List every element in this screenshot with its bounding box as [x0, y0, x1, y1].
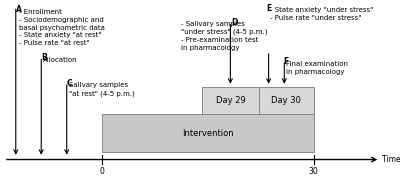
Text: D: D: [232, 18, 238, 27]
Text: - Enrollment
- Sociodemographic and
basal psychometric data
- State anxiety "at : - Enrollment - Sociodemographic and basa…: [19, 9, 105, 46]
Text: Intervention: Intervention: [182, 129, 234, 138]
Text: C: C: [67, 79, 72, 88]
Text: A: A: [16, 5, 22, 14]
Text: F: F: [283, 57, 288, 66]
Text: B: B: [41, 53, 47, 62]
Bar: [259, 87, 314, 114]
Text: Final examination
in pharmacology: Final examination in pharmacology: [286, 61, 348, 75]
Text: Allocation: Allocation: [43, 57, 78, 63]
Text: 30: 30: [309, 167, 318, 176]
Bar: [102, 114, 314, 152]
Text: E: E: [267, 4, 272, 13]
Text: - State anxiety "under stress"
- Pulse rate "under stress": - State anxiety "under stress" - Pulse r…: [270, 7, 373, 21]
Text: Time [days]: Time [days]: [382, 155, 400, 164]
Text: Day 29: Day 29: [216, 96, 245, 105]
Bar: [202, 87, 259, 114]
Text: - Salivary samples
"under stress" (4-5 p.m.)
- Pre-examination test
in pharmacol: - Salivary samples "under stress" (4-5 p…: [181, 21, 268, 51]
Text: 0: 0: [100, 167, 104, 176]
Text: Salivary samples
"at rest" (4-5 p.m.): Salivary samples "at rest" (4-5 p.m.): [69, 82, 134, 97]
Text: Day 30: Day 30: [271, 96, 301, 105]
